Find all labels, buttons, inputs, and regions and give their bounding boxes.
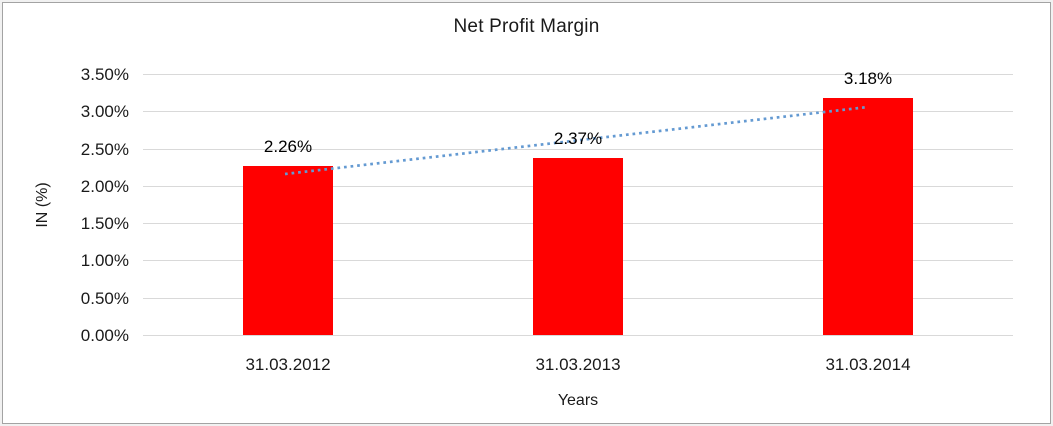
gridline bbox=[143, 335, 1013, 336]
y-tick-label: 0.50% bbox=[80, 289, 129, 308]
bar-data-label: 2.26% bbox=[263, 137, 313, 157]
bar-data-label: 3.18% bbox=[843, 68, 893, 88]
x-tick-label: 31.03.2012 bbox=[245, 355, 331, 374]
y-tick-label: 3.50% bbox=[80, 65, 129, 84]
bar bbox=[823, 97, 913, 335]
chart-title: Net Profit Margin bbox=[453, 16, 600, 37]
bar bbox=[533, 158, 623, 335]
y-tick-label: 0.00% bbox=[80, 326, 129, 345]
y-axis-title: IN (%) bbox=[34, 182, 51, 228]
y-tick-label: 2.00% bbox=[80, 177, 129, 196]
gridline bbox=[143, 74, 1013, 75]
x-axis-title: Years bbox=[557, 392, 599, 409]
y-tick-label: 1.00% bbox=[80, 251, 129, 270]
bar-data-label: 2.37% bbox=[553, 129, 603, 149]
bar bbox=[243, 166, 333, 335]
x-tick-label: 31.03.2014 bbox=[825, 355, 911, 374]
y-tick-label: 1.50% bbox=[80, 214, 129, 233]
x-tick-label: 31.03.2013 bbox=[535, 355, 621, 374]
y-tick-label: 3.00% bbox=[80, 102, 129, 121]
y-tick-label: 2.50% bbox=[80, 140, 129, 159]
